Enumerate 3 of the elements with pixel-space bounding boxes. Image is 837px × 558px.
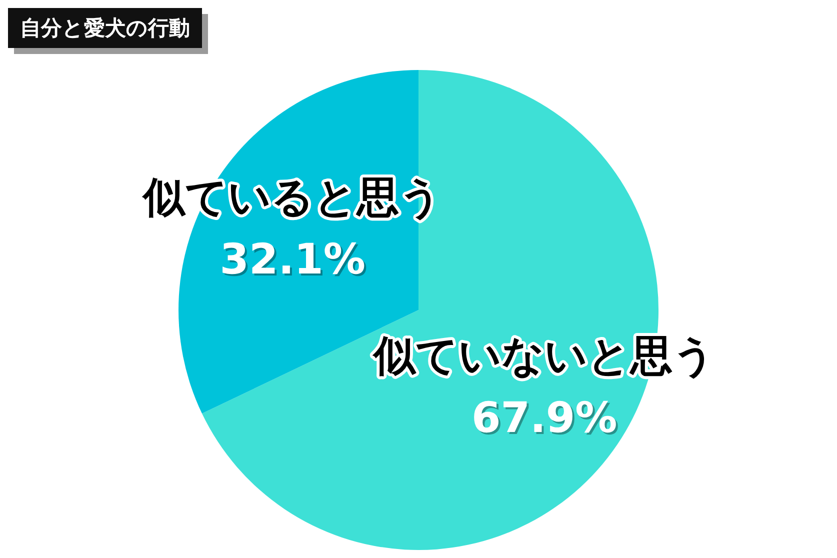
chart-title: 自分と愛犬の行動 xyxy=(8,8,202,48)
data-label: 32.1% xyxy=(222,236,368,286)
data-label: 67.9% xyxy=(474,395,620,444)
